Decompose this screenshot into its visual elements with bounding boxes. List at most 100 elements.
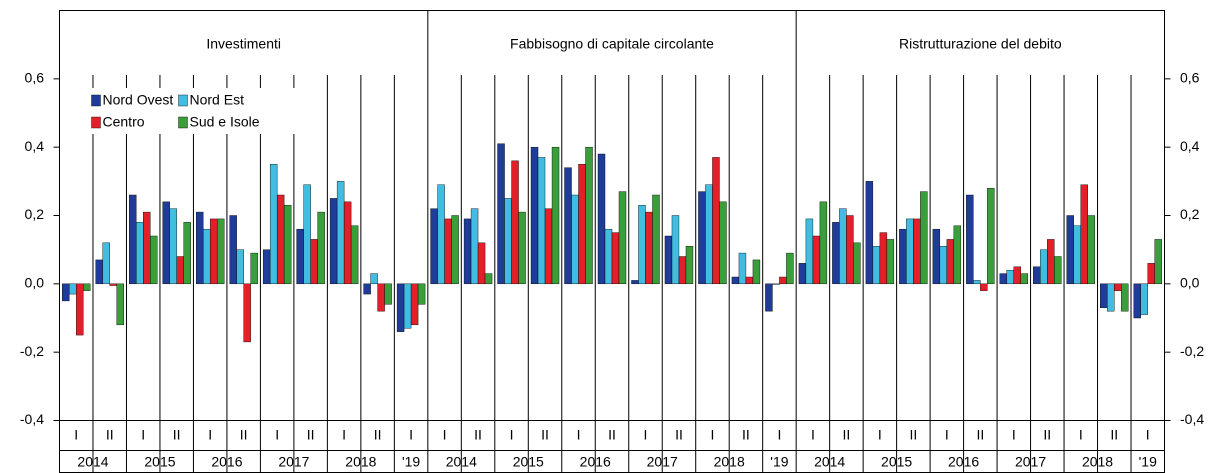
bar	[370, 273, 378, 285]
bar	[136, 222, 144, 285]
bar	[966, 194, 974, 285]
bar	[719, 201, 727, 285]
bar	[504, 198, 512, 285]
x-tick-label: I	[777, 427, 781, 443]
bar	[276, 194, 285, 285]
x-tick-label: II	[1043, 427, 1051, 443]
bar	[1087, 215, 1095, 285]
x-tick-label: II	[909, 427, 917, 443]
bar	[1121, 283, 1129, 312]
bar	[350, 225, 359, 285]
bar	[183, 222, 191, 285]
bar	[939, 246, 948, 285]
x-tick-label: I	[208, 427, 212, 443]
bar	[1047, 239, 1055, 285]
bar	[243, 283, 251, 343]
year-label: 2017	[647, 454, 678, 470]
bar	[638, 205, 646, 285]
bar	[853, 242, 861, 285]
y-tick-label: 0,4	[25, 138, 45, 154]
bar	[537, 157, 546, 285]
x-tick-label: II	[1110, 427, 1118, 443]
y-tick-label: 0,6	[25, 70, 45, 86]
x-tick-label: I	[275, 427, 279, 443]
bar	[597, 153, 606, 285]
bar	[477, 242, 486, 285]
bar	[578, 164, 586, 285]
x-tick-label: I	[945, 427, 949, 443]
year-label: 2014	[814, 454, 845, 470]
bar	[946, 239, 955, 285]
panel-title: Fabbisogno di capitale circolante	[510, 36, 714, 52]
bar	[805, 218, 814, 285]
bar	[886, 239, 895, 285]
bar	[987, 187, 995, 285]
bar	[738, 252, 747, 285]
bar	[913, 218, 921, 285]
bar	[564, 167, 572, 285]
year-label: 2018	[1082, 454, 1113, 470]
x-tick-label: I	[811, 427, 815, 443]
bar	[83, 283, 91, 291]
x-tick-label: I	[510, 427, 514, 443]
bar	[671, 215, 680, 285]
bar	[497, 143, 505, 285]
bar	[143, 211, 151, 285]
x-tick-label: I	[711, 427, 715, 443]
bar	[685, 246, 694, 285]
year-label: '19	[402, 454, 420, 470]
bar	[169, 208, 177, 285]
bar	[832, 222, 840, 285]
bar	[109, 283, 117, 286]
y2-tick-label: -0,4	[1180, 411, 1204, 427]
bar	[980, 283, 988, 291]
bar	[202, 228, 211, 285]
y2-tick-label: 0,0	[1180, 275, 1200, 291]
bar	[195, 211, 204, 285]
bar	[1040, 249, 1048, 285]
bar	[745, 276, 754, 285]
bar	[209, 218, 218, 285]
bar	[1033, 266, 1041, 285]
panel-title: Ristrutturazione del debito	[899, 36, 1062, 52]
y2-tick-label: -0,2	[1180, 343, 1204, 359]
x-tick-label: I	[443, 427, 447, 443]
bar	[430, 208, 438, 285]
bar	[1107, 283, 1115, 312]
bar	[511, 160, 519, 285]
bar	[129, 194, 137, 285]
bar	[317, 211, 325, 285]
bar	[779, 276, 787, 285]
bar	[236, 249, 244, 285]
bar	[645, 211, 653, 285]
bar	[229, 215, 237, 285]
bar	[484, 273, 493, 285]
x-tick-label: I	[342, 427, 346, 443]
legend-label: Sud e Isole	[190, 114, 260, 130]
bar	[451, 215, 459, 285]
bar	[712, 157, 720, 285]
bar	[396, 283, 405, 332]
bar	[102, 242, 110, 285]
bar	[69, 283, 77, 295]
x-tick-label: I	[1012, 427, 1016, 443]
bar	[999, 273, 1008, 285]
year-label: 2017	[278, 454, 309, 470]
x-tick-label: I	[409, 427, 413, 443]
x-tick-label: I	[141, 427, 145, 443]
bar	[953, 225, 962, 285]
bar	[872, 246, 881, 285]
x-tick-label: II	[374, 427, 382, 443]
bar	[1140, 283, 1148, 315]
x-tick-label: I	[1146, 427, 1150, 443]
x-tick-label: II	[608, 427, 616, 443]
bar	[377, 283, 385, 312]
y-tick-label: 0,0	[25, 275, 45, 291]
bar	[772, 283, 780, 285]
x-tick-label: II	[976, 427, 984, 443]
bar	[585, 146, 593, 285]
bar	[705, 184, 713, 285]
bar	[932, 228, 941, 285]
panel-title: Investimenti	[206, 36, 281, 52]
bar	[1006, 269, 1015, 285]
